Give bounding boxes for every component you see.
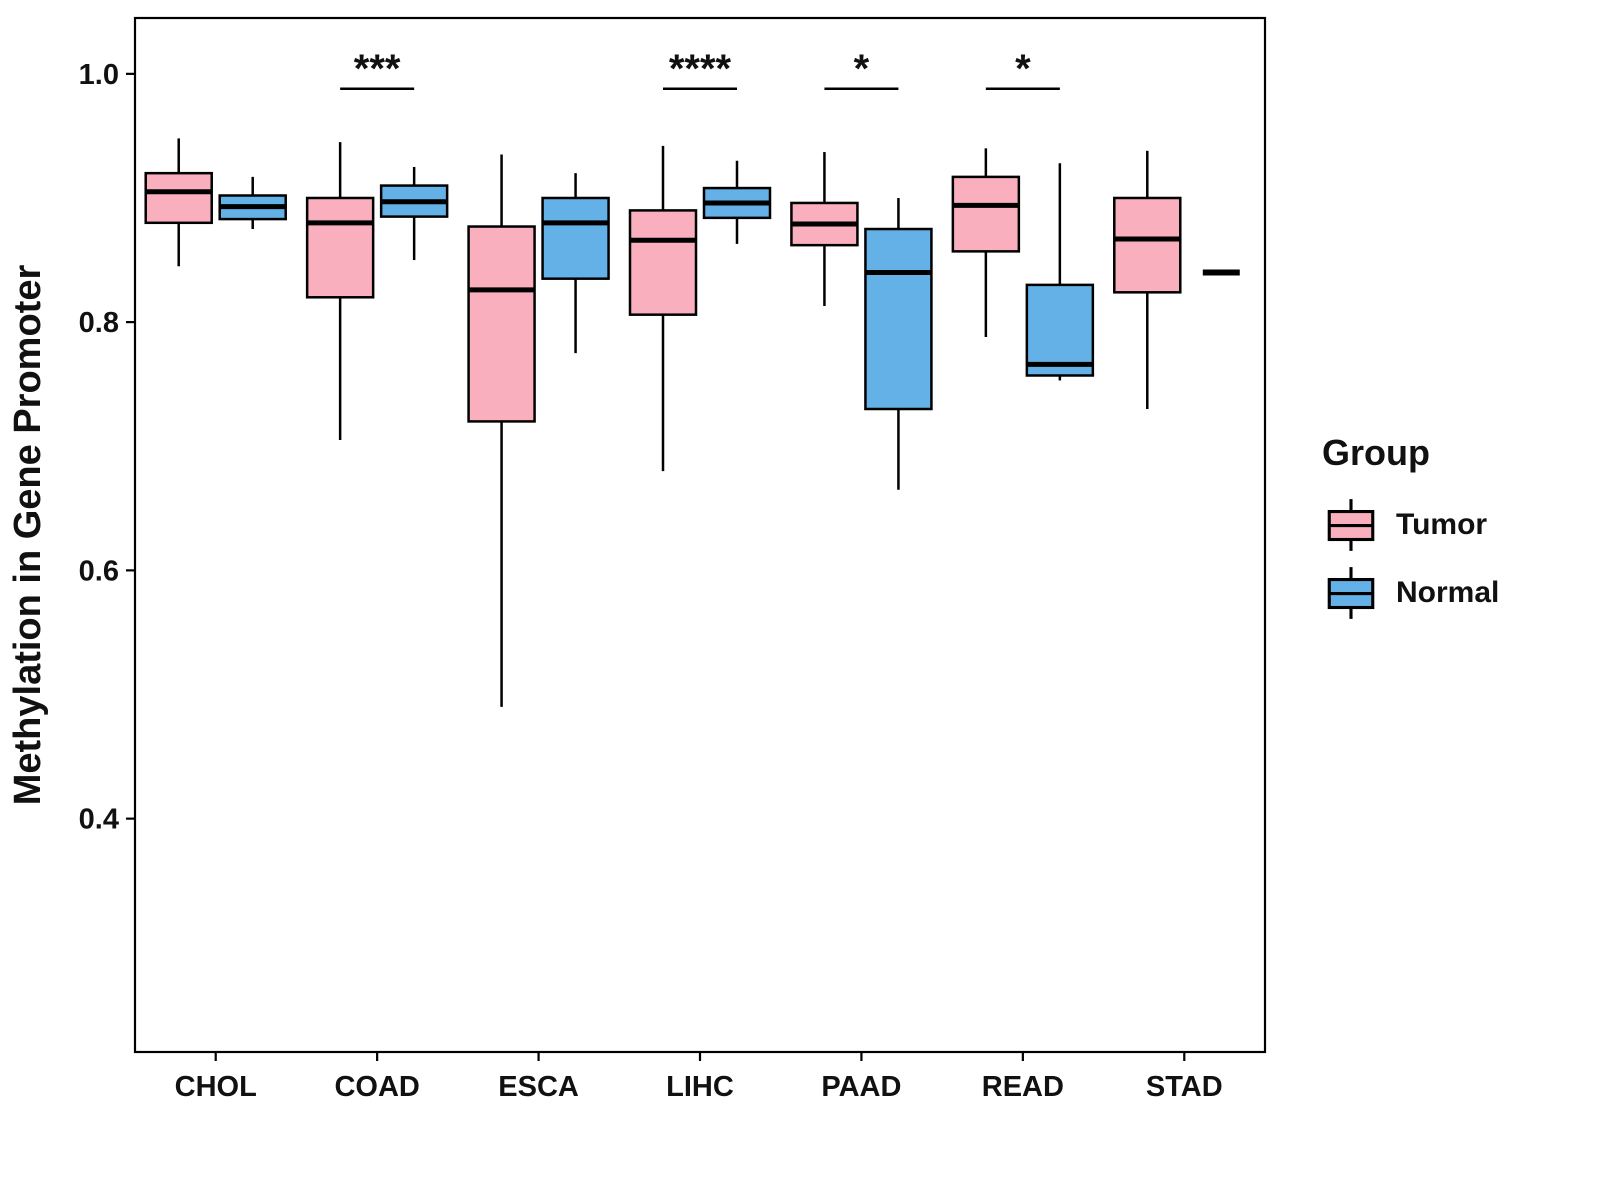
- box-tumor-ESCA: [467, 225, 536, 423]
- y-tick-label: 1.0: [79, 59, 119, 91]
- plot-panel: 0.4 0.6 0.8 1.0 CHOL COAD ESCA LIHC PAAD READ STAD…: [79, 16, 1267, 1103]
- legend-entry-normal: Normal: [1322, 564, 1499, 622]
- sig-label-LIHC: ****: [669, 47, 732, 91]
- box-tumor-LIHC: [628, 209, 698, 316]
- y-tick-label: 0.6: [79, 555, 119, 587]
- tumor-boxplot-key-icon: [1327, 499, 1375, 551]
- y-tick-label: 0.8: [79, 307, 119, 339]
- y-axis-title: Methylation in Gene Promoter: [7, 265, 49, 806]
- box-tumor-COAD: [305, 196, 375, 299]
- x-tick-label: READ: [982, 1071, 1064, 1103]
- x-tick-label: COAD: [334, 1071, 419, 1103]
- x-tick-label: LIHC: [666, 1071, 734, 1103]
- legend-entry-label-tumor: Tumor: [1396, 508, 1488, 541]
- x-tick-label: STAD: [1146, 1071, 1223, 1103]
- panel-border: [133, 16, 1267, 1054]
- box-normal-ESCA: [541, 196, 610, 280]
- normal-boxplot-key-icon: [1327, 567, 1375, 619]
- sig-label-PAAD: *: [854, 47, 870, 91]
- y-tick-label: 0.4: [79, 804, 119, 836]
- sig-label-READ: *: [1015, 47, 1031, 91]
- x-tick-label: CHOL: [175, 1071, 257, 1103]
- box-normal-READ: [1025, 283, 1095, 377]
- x-tick-label: PAAD: [821, 1071, 901, 1103]
- legend: Group Tumor Normal: [1322, 432, 1499, 632]
- legend-entry-label-normal: Normal: [1396, 576, 1500, 609]
- sig-label-COAD: ***: [354, 47, 401, 91]
- box-tumor-CHOL: [144, 171, 213, 225]
- box-tumor-READ: [951, 175, 1021, 253]
- legend-title: Group: [1322, 432, 1430, 473]
- box-tumor-STAD: [1113, 196, 1182, 294]
- legend-entry-tumor: Tumor: [1322, 496, 1499, 554]
- box-normal-PAAD: [864, 227, 933, 411]
- x-tick-label: ESCA: [498, 1071, 579, 1103]
